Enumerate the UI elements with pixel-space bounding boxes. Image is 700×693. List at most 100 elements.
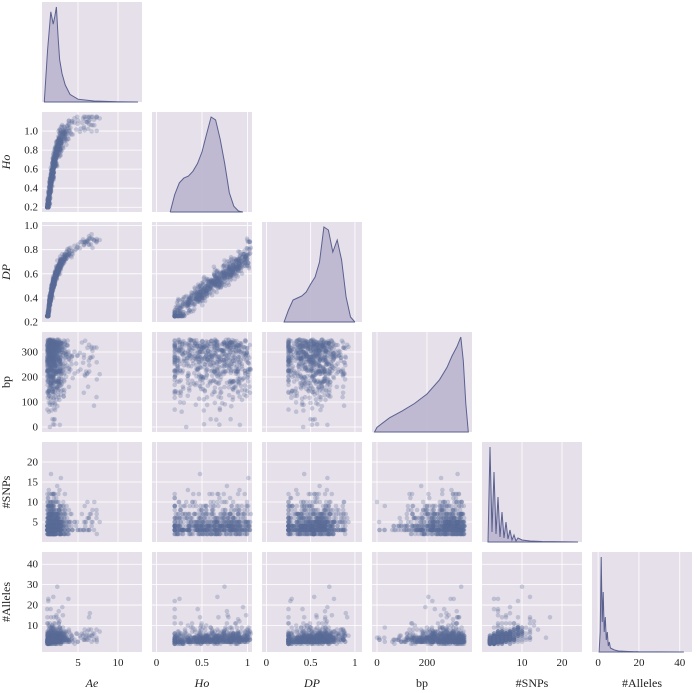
scatter-point xyxy=(49,167,55,173)
scatter-point xyxy=(185,393,191,399)
scatter-point xyxy=(54,152,60,158)
scatter-point xyxy=(55,145,60,151)
scatter-point xyxy=(48,182,54,187)
scatter-point xyxy=(289,346,295,351)
scatter-point xyxy=(200,302,205,308)
scatter-point xyxy=(53,146,59,152)
scatter-point xyxy=(53,155,58,160)
scatter-point xyxy=(45,202,50,207)
scatter-point xyxy=(97,519,102,525)
scatter-point xyxy=(52,153,57,159)
scatter-point xyxy=(51,174,56,180)
scatter-point xyxy=(57,139,63,145)
scatter-point xyxy=(45,204,51,210)
scatter-point xyxy=(49,183,54,189)
scatter-point xyxy=(194,290,199,296)
scatter-point xyxy=(52,159,57,164)
scatter-point xyxy=(65,527,70,533)
scatter-point xyxy=(204,353,209,358)
scatter-point xyxy=(50,161,55,166)
scatter-point xyxy=(45,204,50,210)
scatter-point xyxy=(46,495,51,501)
scatter-point xyxy=(56,134,61,140)
scatter-point xyxy=(88,511,94,517)
scatter-point xyxy=(46,191,52,196)
scatter-point xyxy=(55,146,61,152)
scatter-point xyxy=(52,155,58,161)
scatter-point xyxy=(94,360,99,365)
scatter-point xyxy=(46,198,52,204)
scatter-point xyxy=(47,183,53,188)
scatter-point xyxy=(89,344,94,350)
scatter-point xyxy=(51,161,57,166)
scatter-point xyxy=(208,416,213,422)
scatter-point xyxy=(180,368,186,374)
scatter-point xyxy=(53,161,58,167)
scatter-point xyxy=(58,137,64,143)
scatter-point xyxy=(48,178,54,184)
scatter-point xyxy=(63,349,69,355)
scatter-point xyxy=(57,137,62,142)
scatter-point xyxy=(45,196,51,202)
scatter-point xyxy=(87,122,92,127)
scatter-point xyxy=(341,403,347,409)
scatter-point xyxy=(328,349,333,355)
scatter-point xyxy=(46,199,51,204)
scatter-point xyxy=(334,371,340,376)
scatter-point xyxy=(50,162,56,167)
scatter-point xyxy=(47,190,53,195)
scatter-point xyxy=(48,179,54,184)
scatter-point xyxy=(56,144,61,149)
scatter-point xyxy=(94,394,99,400)
scatter-point xyxy=(81,124,87,129)
scatter-point xyxy=(57,371,62,377)
scatter-point xyxy=(45,204,50,210)
scatter-point xyxy=(313,349,319,355)
scatter-point xyxy=(75,121,80,127)
scatter-point xyxy=(54,140,60,145)
scatter-point xyxy=(48,180,53,186)
scatter-point xyxy=(58,146,63,151)
scatter-point xyxy=(46,400,52,405)
scatter-point xyxy=(334,384,340,390)
scatter-point xyxy=(56,137,62,142)
scatter-point xyxy=(46,191,52,196)
scatter-point xyxy=(89,232,94,237)
scatter-point xyxy=(55,143,60,149)
scatter-point xyxy=(47,201,52,207)
scatter-point xyxy=(47,194,52,199)
scatter-point xyxy=(48,173,54,178)
scatter-point xyxy=(215,359,220,365)
scatter-point xyxy=(51,395,56,401)
scatter-point xyxy=(180,340,185,345)
scatter-point xyxy=(46,200,51,205)
scatter-point xyxy=(89,114,94,120)
scatter-point xyxy=(45,204,51,209)
scatter-point xyxy=(51,158,57,163)
scatter-point xyxy=(46,503,51,509)
scatter-point xyxy=(51,161,57,166)
scatter-point xyxy=(72,120,77,125)
scatter-point xyxy=(48,180,53,186)
scatter-point xyxy=(79,511,85,517)
scatter-point xyxy=(47,178,53,184)
scatter-point xyxy=(79,340,85,345)
scatter-point xyxy=(50,176,56,182)
scatter-point xyxy=(46,199,51,205)
scatter-point xyxy=(54,161,59,166)
pairplot-cells xyxy=(42,2,692,653)
scatter-point xyxy=(46,200,52,206)
scatter-point xyxy=(52,379,57,385)
scatter-point xyxy=(50,166,56,171)
scatter-point xyxy=(190,358,195,364)
scatter-point xyxy=(57,422,63,428)
scatter-point xyxy=(50,175,55,181)
scatter-point xyxy=(231,384,237,390)
scatter-point xyxy=(49,170,55,176)
scatter-point xyxy=(58,138,63,144)
scatter-point xyxy=(46,193,52,199)
scatter-point xyxy=(314,422,320,427)
scatter-point xyxy=(214,339,219,345)
scatter-point xyxy=(185,297,191,303)
scatter-point xyxy=(221,274,226,279)
